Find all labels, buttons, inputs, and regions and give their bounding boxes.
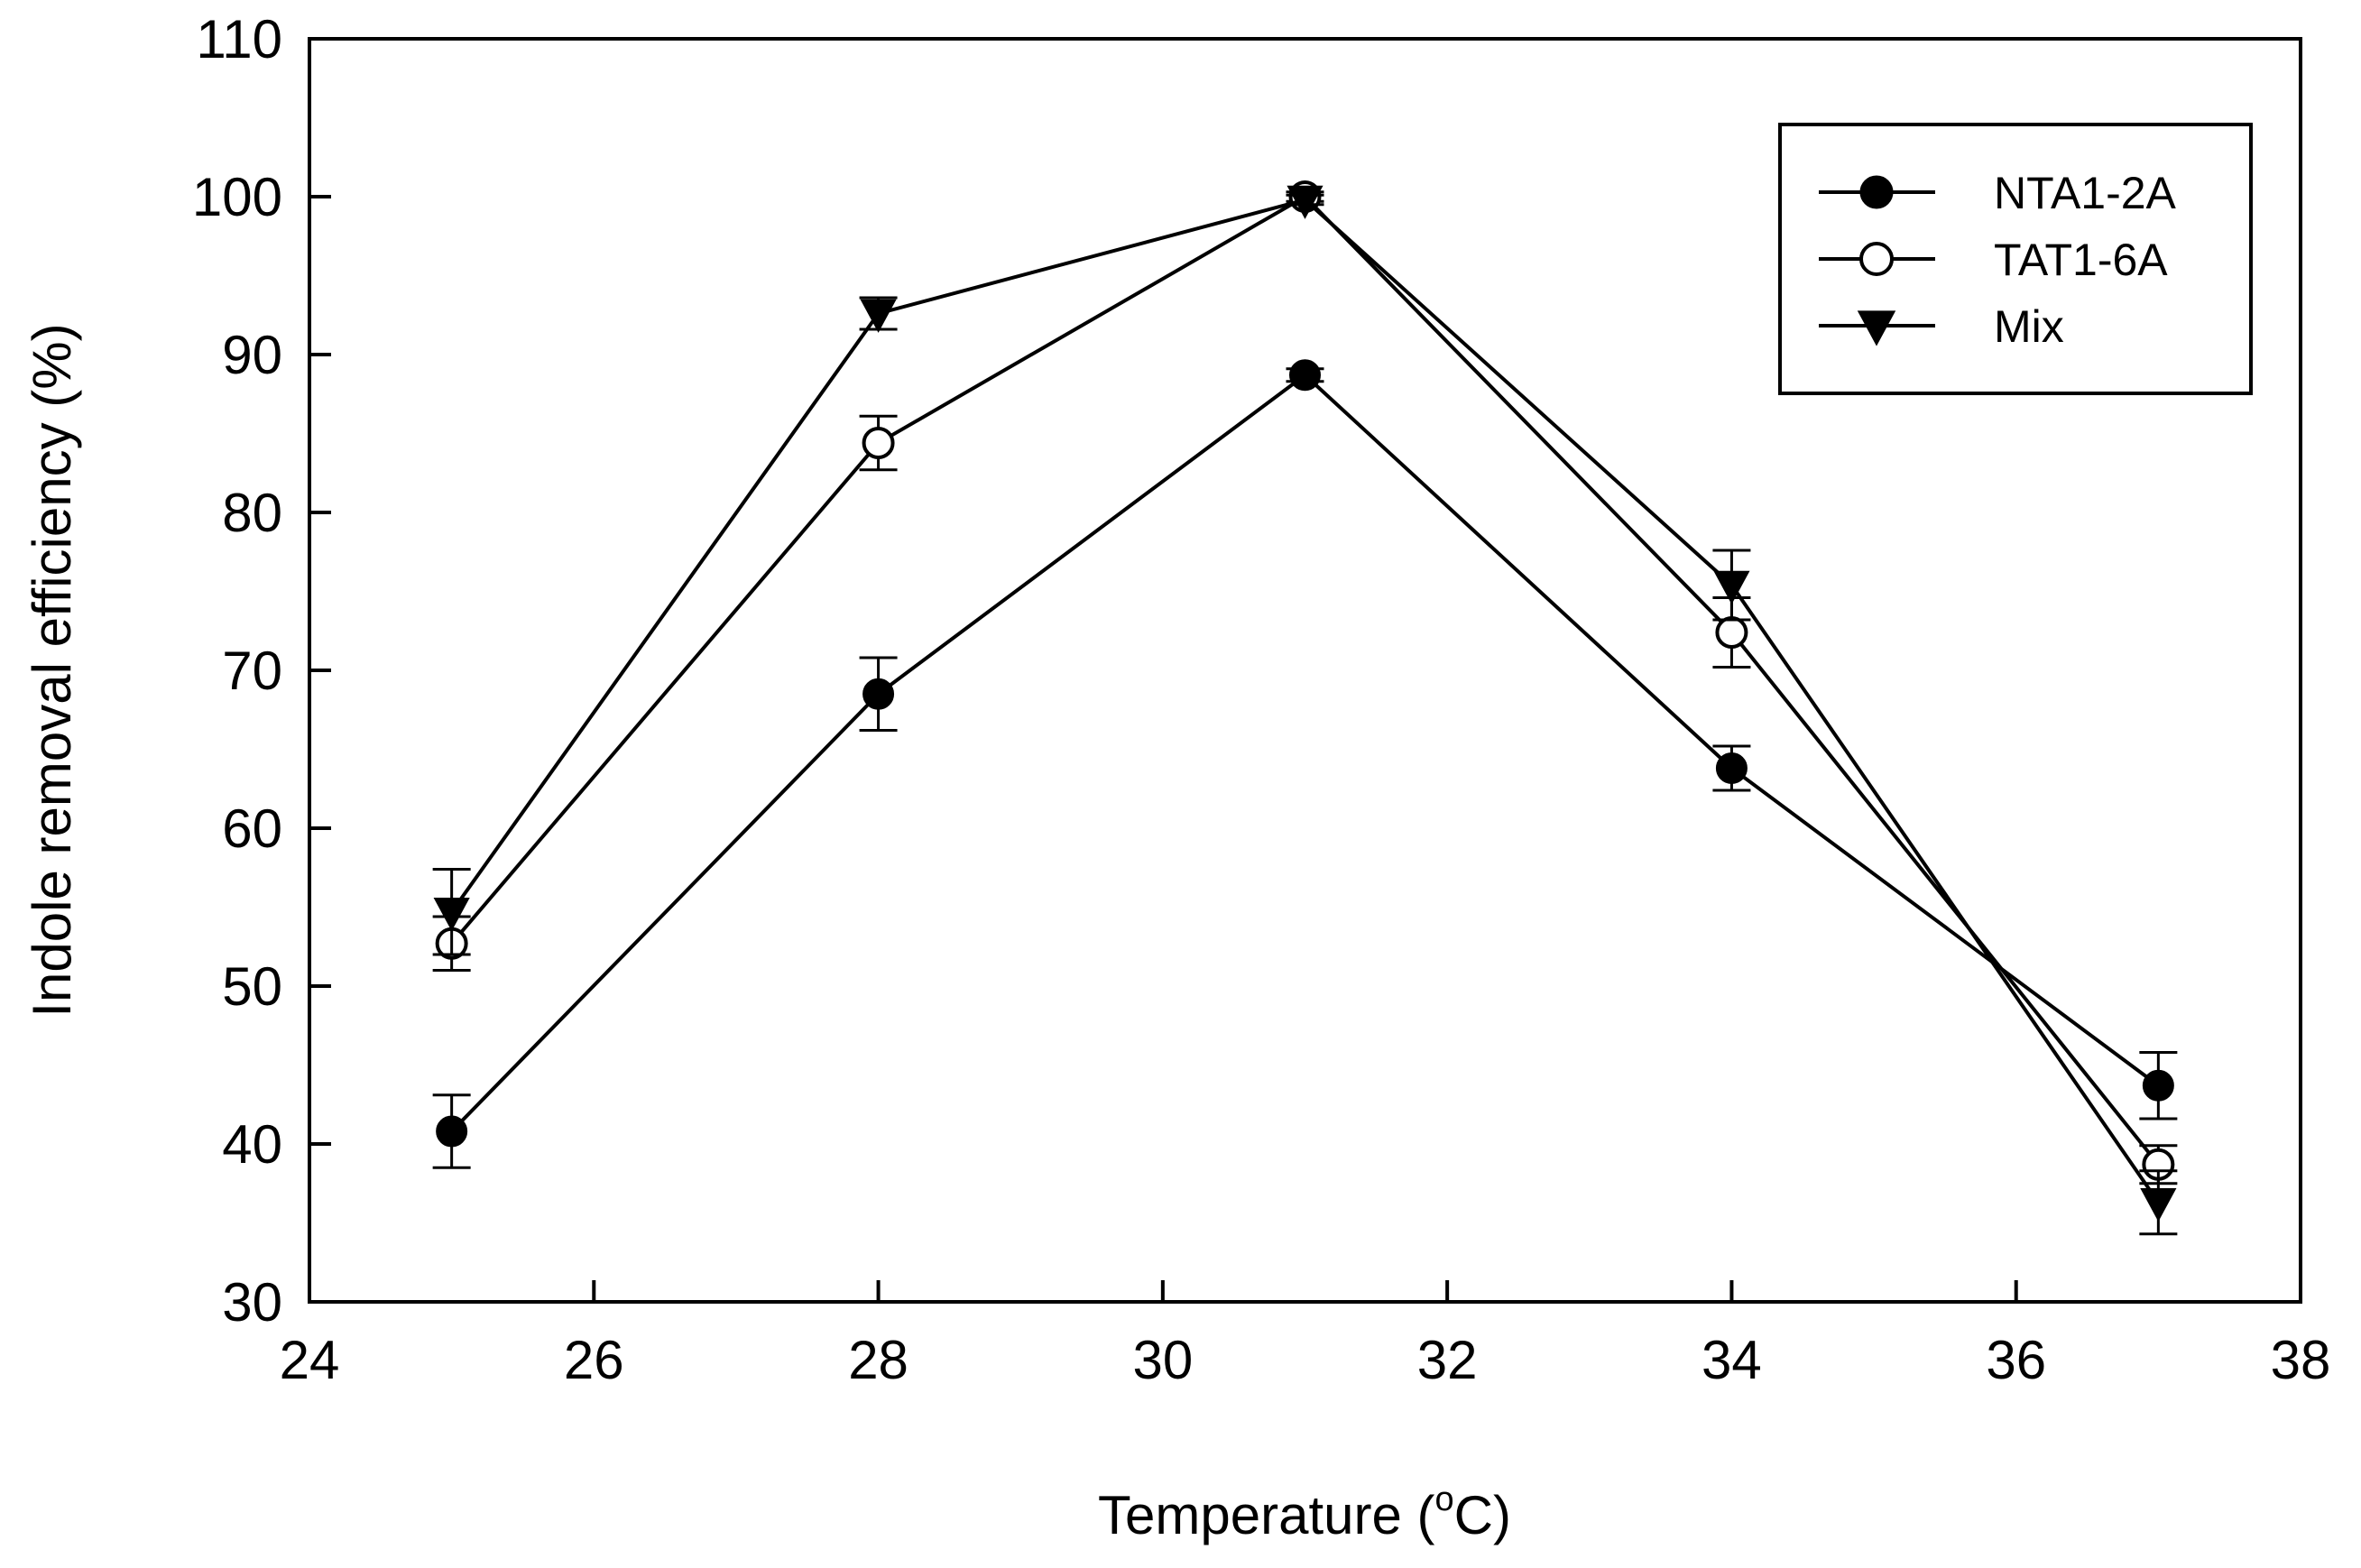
- legend: NTA1-2A TAT1-6A Mix: [1778, 123, 2253, 395]
- data-point: [1289, 359, 1321, 392]
- data-point: [1715, 752, 1748, 784]
- legend-entry-mix: Mix: [1819, 301, 2064, 352]
- series-nta1-2a: [432, 359, 2178, 1169]
- y-tick-label: 110: [196, 9, 282, 69]
- y-tick-label: 70: [222, 641, 282, 701]
- x-tick-label: 32: [1417, 1330, 1478, 1390]
- y-tick-label: 100: [192, 167, 282, 227]
- data-point: [436, 1115, 468, 1148]
- legend-marker: [1859, 242, 1894, 276]
- data-point: [2140, 1188, 2177, 1222]
- tick-labels: 24 26 28 30 32 34 36 38 30 40 50 60 70 80 90 100 110: [192, 9, 2330, 1390]
- x-tick-label: 24: [280, 1330, 340, 1390]
- series-layer: [432, 180, 2178, 1236]
- data-point: [2142, 1069, 2174, 1102]
- x-tick-label: 36: [1986, 1330, 2046, 1390]
- data-point: [1715, 616, 1748, 649]
- x-axis-label: Temperature (oC): [1098, 1480, 1511, 1545]
- x-axis-label-text: Temperature (: [1098, 1485, 1434, 1545]
- y-tick-label: 90: [222, 325, 282, 385]
- legend-marker: [1859, 175, 1894, 209]
- y-tick-label: 40: [222, 1114, 282, 1175]
- x-axis-label-unit: C): [1454, 1485, 1511, 1545]
- y-tick-label: 80: [222, 483, 282, 543]
- data-point: [1713, 570, 1750, 604]
- data-point: [862, 678, 895, 710]
- x-tick-label: 30: [1132, 1330, 1193, 1390]
- legend-label: NTA1-2A: [1994, 168, 2177, 218]
- data-point: [862, 427, 895, 459]
- legend-label: Mix: [1994, 301, 2064, 352]
- legend-entry-tat1-6a: TAT1-6A: [1819, 235, 2168, 285]
- x-axis-label-degree: o: [1435, 1480, 1454, 1518]
- data-point: [433, 898, 470, 932]
- x-tick-label: 26: [564, 1330, 624, 1390]
- x-tick-label: 28: [848, 1330, 908, 1390]
- y-tick-label: 60: [222, 798, 282, 859]
- legend-label: TAT1-6A: [1994, 235, 2168, 285]
- y-axis-label: Indole removal efficiency (%): [22, 323, 82, 1017]
- legend-entry-nta1-2a: NTA1-2A: [1819, 168, 2177, 218]
- legend-marker: [1857, 310, 1896, 346]
- y-tick-label: 30: [222, 1272, 282, 1333]
- x-tick-label: 34: [1702, 1330, 1762, 1390]
- y-tick-label: 50: [222, 956, 282, 1017]
- data-point: [860, 299, 897, 333]
- data-point: [1287, 185, 1323, 219]
- x-tick-label: 38: [2271, 1330, 2331, 1390]
- series-mix: [432, 185, 2178, 1236]
- plot-frame: [308, 37, 2302, 1304]
